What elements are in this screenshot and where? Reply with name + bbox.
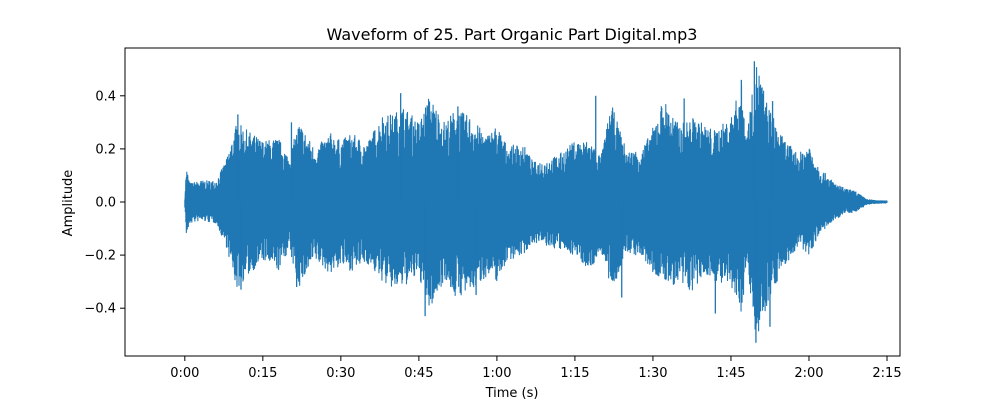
x-tick-label: 0:00 xyxy=(170,366,199,381)
chart-title: Waveform of 25. Part Organic Part Digita… xyxy=(327,25,698,44)
plot-area xyxy=(184,61,888,343)
y-tick-label: −0.2 xyxy=(84,249,116,264)
x-tick-label: 0:45 xyxy=(404,366,433,381)
x-tick-label: 2:15 xyxy=(872,366,901,381)
y-tick-label: −0.4 xyxy=(84,302,116,317)
x-axis: 0:00 0:15 0:30 0:45 1:00 1:15 1:30 1:45 2:00 2:15 xyxy=(170,356,902,381)
x-tick-label: 0:15 xyxy=(248,366,277,381)
x-tick-label: 1:15 xyxy=(560,366,589,381)
x-tick-label: 0:30 xyxy=(326,366,355,381)
x-tick-label: 1:45 xyxy=(716,366,745,381)
y-tick-label: 0.0 xyxy=(95,196,116,211)
x-tick-label: 1:00 xyxy=(482,366,511,381)
x-tick-label: 1:30 xyxy=(638,366,667,381)
x-tick-label: 2:00 xyxy=(794,366,823,381)
y-tick-label: 0.4 xyxy=(95,89,116,104)
y-axis-label: Amplitude xyxy=(61,170,76,237)
y-axis: 0.4 0.2 0.0 −0.2 −0.4 xyxy=(84,89,125,317)
waveform-series-0 xyxy=(184,66,888,332)
plot-frame xyxy=(124,47,901,357)
x-axis-label: Time (s) xyxy=(485,386,539,400)
y-tick-label: 0.2 xyxy=(95,142,116,157)
